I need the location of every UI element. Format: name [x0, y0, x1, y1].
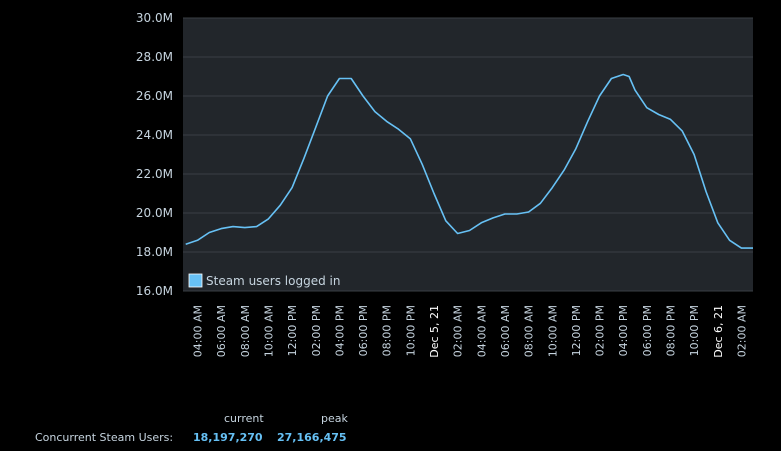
x-tick-label: 08:00 AM [523, 305, 536, 357]
y-tick-label: 22.0M [136, 167, 173, 181]
current-users-value: 18,197,270 [193, 431, 263, 444]
x-tick-label: 04:00 AM [192, 305, 205, 357]
stats-label: Concurrent Steam Users: [35, 431, 174, 444]
x-tick-label: 08:00 AM [239, 305, 252, 357]
y-tick-label: 30.0M [136, 11, 173, 25]
y-tick-label: 16.0M [136, 284, 173, 298]
x-tick-label: 06:00 PM [641, 305, 654, 356]
x-tick-label: Dec 5, 21 [428, 305, 441, 358]
x-tick-label: 08:00 PM [381, 305, 394, 356]
x-tick-label: 02:00 AM [452, 305, 465, 357]
gridlines [183, 17, 753, 292]
x-tick-label: 02:00 PM [310, 305, 323, 356]
y-tick-label: 26.0M [136, 89, 173, 103]
legend[interactable]: Steam users logged in [188, 273, 340, 288]
x-tick-label: 04:00 PM [333, 305, 346, 356]
x-tick-label: 10:00 PM [688, 305, 701, 356]
peak-users-value: 27,166,475 [277, 431, 347, 444]
x-tick-label: 04:00 PM [617, 305, 630, 356]
y-tick-label: 24.0M [136, 128, 173, 142]
x-tick-label: 06:00 AM [215, 305, 228, 357]
x-tick-label: 06:00 AM [499, 305, 512, 357]
y-tick-label: 18.0M [136, 245, 173, 259]
y-tick-label: 20.0M [136, 206, 173, 220]
x-axis: 04:00 AM 06:00 AM 08:00 AM 10:00 AM 12:00 PM… [192, 305, 749, 358]
x-tick-label: Dec 6, 21 [712, 305, 725, 358]
x-tick-label: 12:00 PM [286, 305, 299, 356]
x-tick-label: 10:00 AM [546, 305, 559, 357]
x-tick-label: 10:00 AM [262, 305, 275, 357]
x-tick-label: 04:00 AM [475, 305, 488, 357]
x-tick-label: 02:00 AM [735, 305, 748, 357]
legend-label: Steam users logged in [206, 274, 340, 288]
current-header: current [224, 412, 264, 425]
x-tick-label: 06:00 PM [357, 305, 370, 356]
plot-area [183, 18, 753, 291]
x-tick-label: 02:00 PM [594, 305, 607, 356]
x-tick-label: 12:00 PM [570, 305, 583, 356]
x-tick-label: 08:00 PM [665, 305, 678, 356]
series-line-steam-users [185, 73, 753, 249]
x-tick-label: 10:00 PM [404, 305, 417, 356]
y-tick-label: 28.0M [136, 50, 173, 64]
peak-header: peak [321, 412, 348, 425]
y-axis: 30.0M 28.0M 26.0M 24.0M 22.0M 20.0M 18.0M 16.0M [136, 11, 173, 298]
legend-swatch [188, 273, 203, 288]
